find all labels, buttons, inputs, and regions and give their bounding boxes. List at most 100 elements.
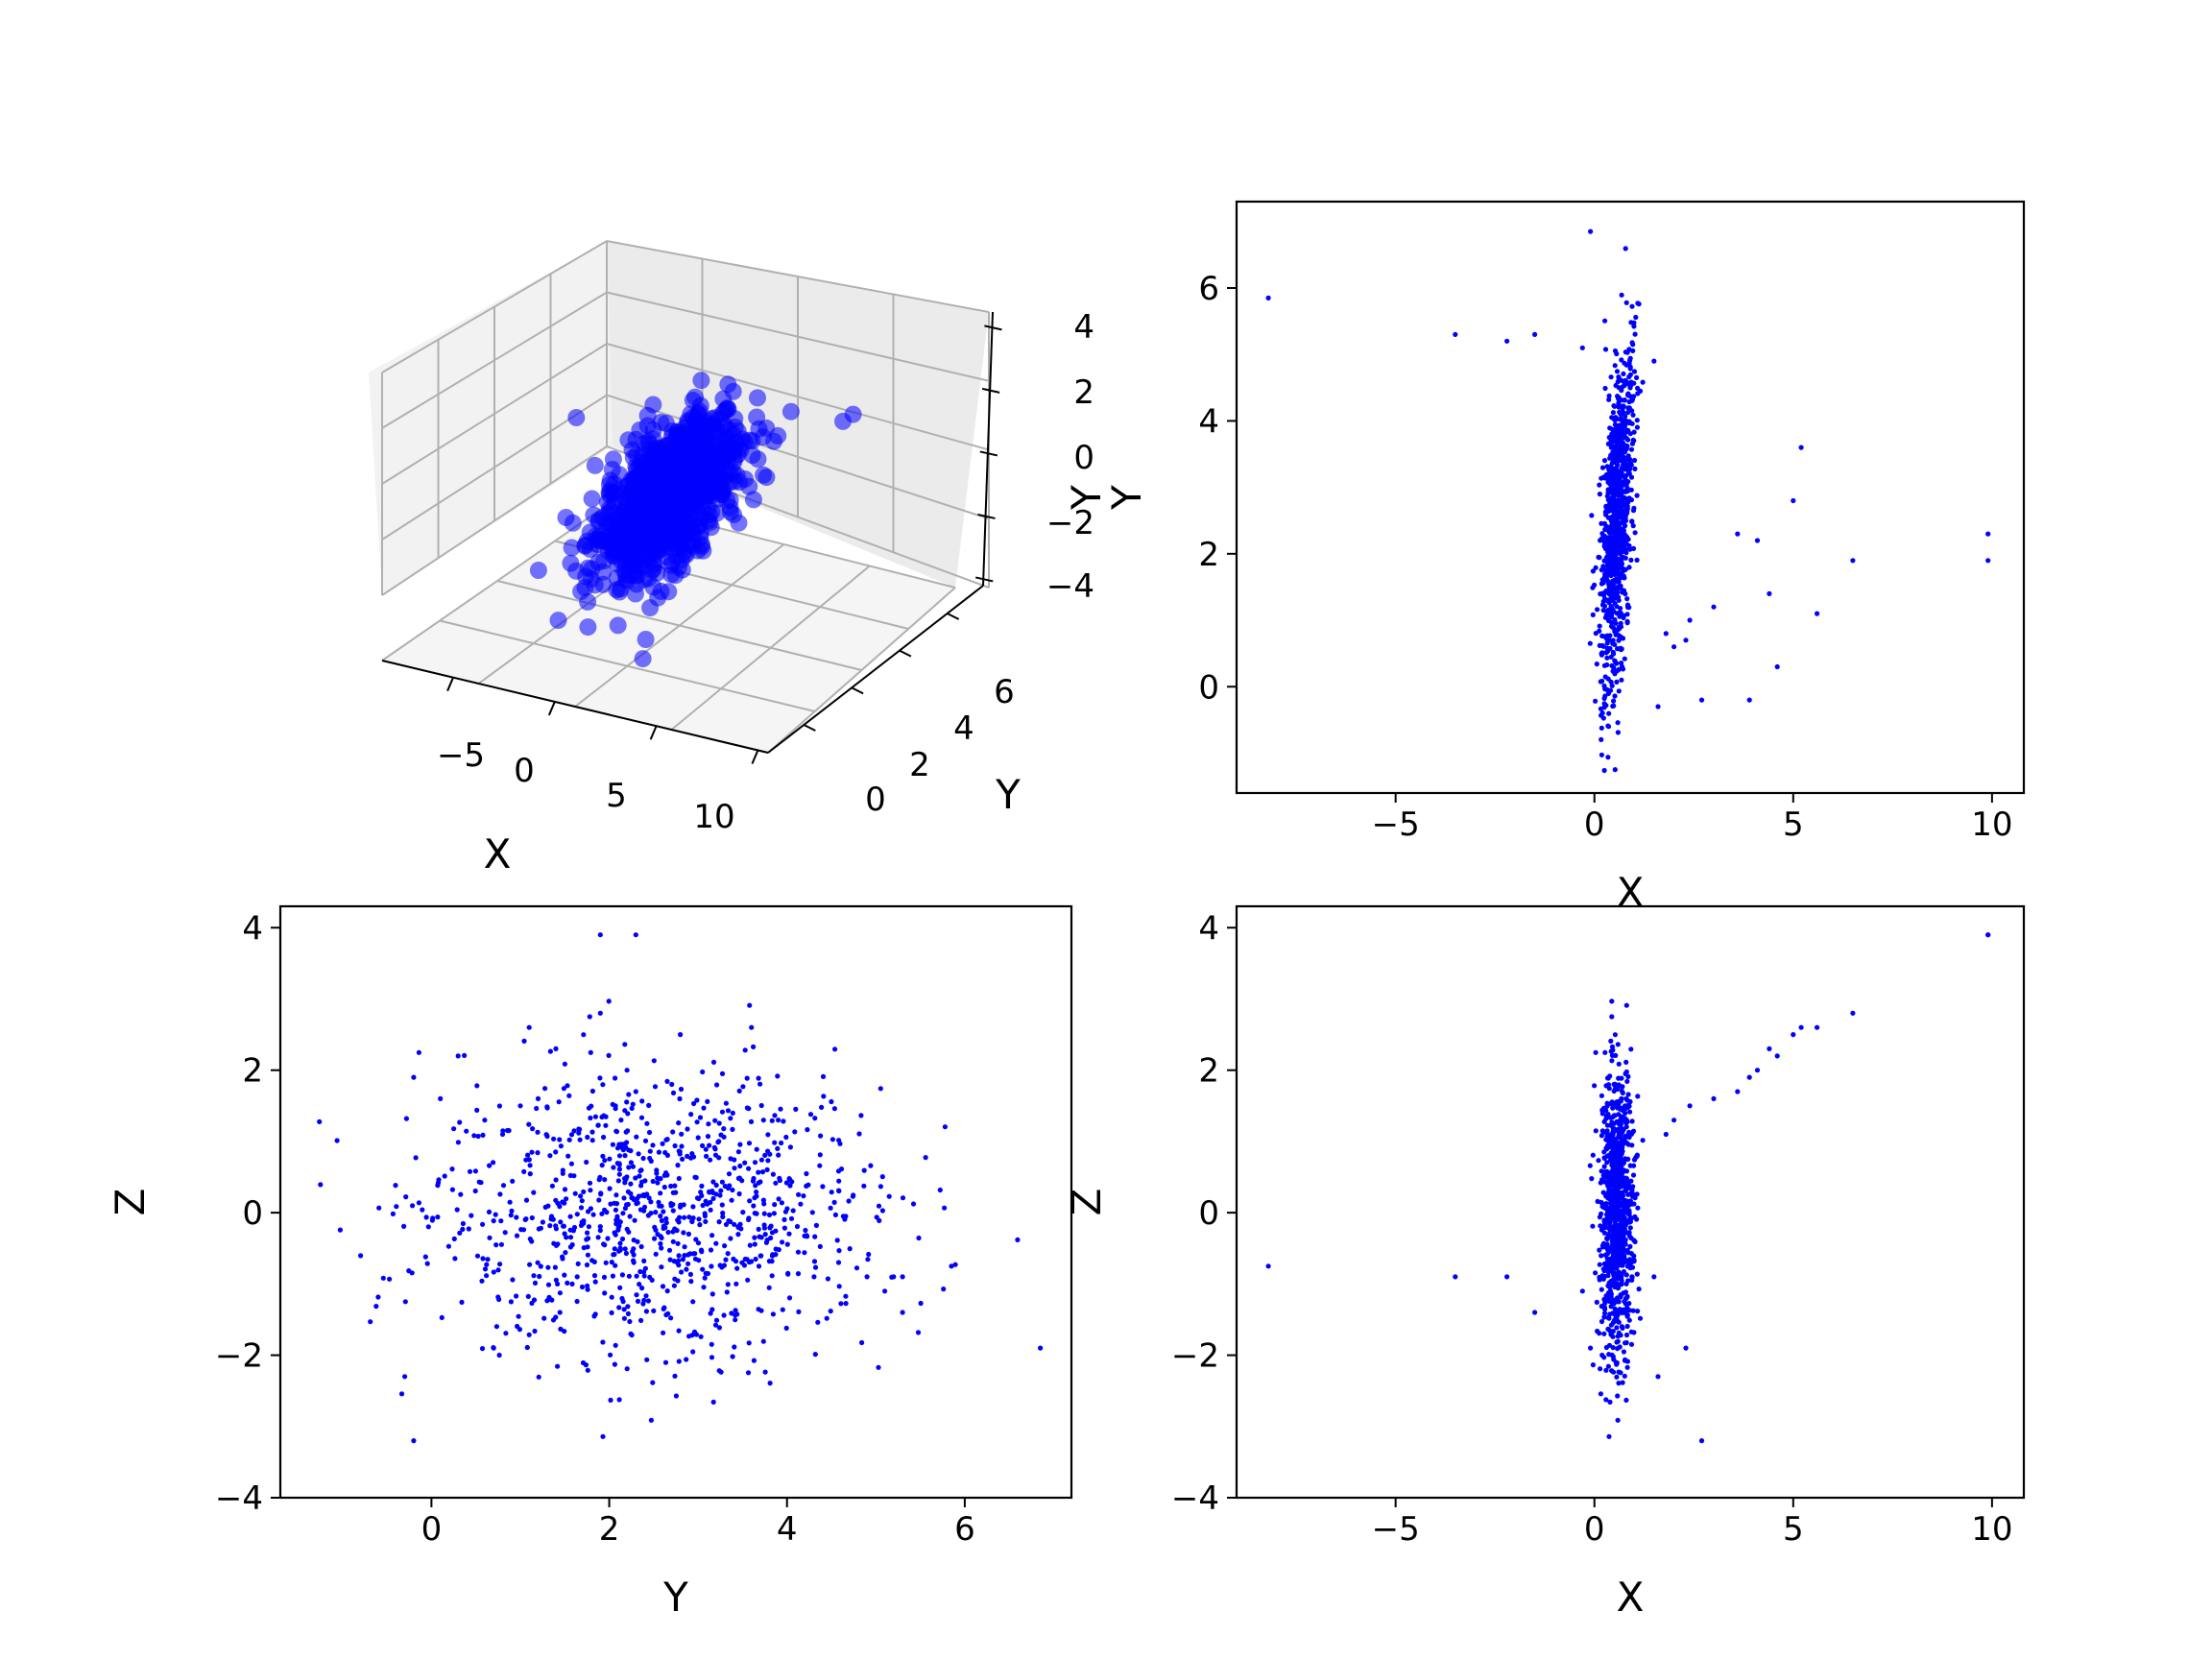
data-point [1631,457,1638,464]
z-tick-label-3d: 2 [1073,373,1094,412]
data-point [1613,475,1619,481]
data-point [318,1182,324,1188]
data-point [1606,587,1612,592]
data-point [507,1199,513,1205]
data-point [609,1294,614,1300]
data-point [484,1262,490,1267]
data-point [1623,477,1628,483]
data-point [459,1299,465,1305]
data-point [387,1276,393,1282]
data-point [835,1168,842,1174]
data-point [491,1345,496,1351]
data-point [545,1203,551,1209]
data-point [703,1270,709,1276]
data-point [730,1187,735,1193]
data-point [1609,1014,1615,1020]
data-point [601,1274,608,1280]
data-point [618,1118,624,1123]
data-point [629,1105,635,1111]
x-tick-label: 5 [1783,1510,1804,1549]
data-point [866,1251,872,1258]
data-point-3d [834,412,852,430]
data-point [622,1246,628,1252]
data-point [627,1214,633,1219]
data-point [676,1358,682,1364]
data-point [1604,566,1610,572]
data-point [585,1230,590,1236]
data-point [709,1355,715,1360]
data-point [529,1300,535,1306]
data-point [733,1312,738,1318]
data-point [1603,512,1609,517]
data-point [498,1218,504,1224]
data-point [1604,559,1610,565]
data-point-3d [636,510,654,527]
data-point [952,1262,958,1267]
data-point [1621,573,1626,579]
data-point [1614,1339,1620,1345]
data-point [1614,454,1620,461]
data-point [716,1155,722,1161]
data-point [1609,1155,1615,1161]
data-point [1601,543,1607,549]
data-point [749,1024,755,1030]
x-tick-label: 5 [1783,805,1804,844]
data-point [745,1370,752,1376]
data-point [1612,403,1618,409]
data-point [493,1324,500,1330]
data-point [1607,1285,1613,1290]
data-point [722,1243,728,1249]
data-point [694,1097,700,1103]
data-point [846,1198,852,1204]
data-point [602,1177,608,1183]
data-point [555,1200,561,1206]
data-point [611,1165,616,1170]
data-point [707,1189,712,1194]
data-point [1624,620,1630,626]
data-point [1623,1110,1628,1116]
data-point [595,1235,601,1240]
data-point [1590,568,1596,574]
data-point [1599,725,1604,731]
data-point [482,1118,488,1123]
data-point [458,1191,464,1197]
data-point [843,1293,849,1299]
data-point [1627,1109,1633,1115]
data-point [1626,1317,1632,1323]
data-point [613,1262,618,1268]
data-point [630,1164,637,1169]
data-point [721,1126,727,1132]
data-point [715,1140,721,1145]
data-point [805,1234,810,1239]
data-point [701,1285,707,1290]
data-point [677,1095,683,1102]
data-point [615,1178,621,1184]
data-point [725,1282,731,1287]
data-point [1627,372,1633,377]
data-point [1626,1129,1632,1135]
data-point [700,1266,706,1272]
data-point [1603,1193,1609,1199]
data-point [1619,677,1624,683]
data-point [592,1114,599,1119]
data-point-3d [685,471,704,490]
data-point [644,1120,650,1126]
data-point [1612,601,1618,607]
data-point [646,1195,652,1201]
data-point [865,1257,871,1262]
data-point [1628,1178,1634,1184]
data-point [617,1245,623,1251]
data-point [1621,410,1626,416]
data-point [692,1251,698,1257]
data-point [659,1245,664,1251]
data-point [429,1217,435,1223]
data-point-3d [781,402,800,421]
data-point [337,1227,343,1233]
data-point [725,1251,731,1257]
data-point [1612,548,1618,554]
data-point [553,1149,559,1155]
data-point [567,1244,574,1250]
data-point [1593,565,1599,570]
data-point [1608,1138,1614,1143]
data-point [622,1042,628,1047]
